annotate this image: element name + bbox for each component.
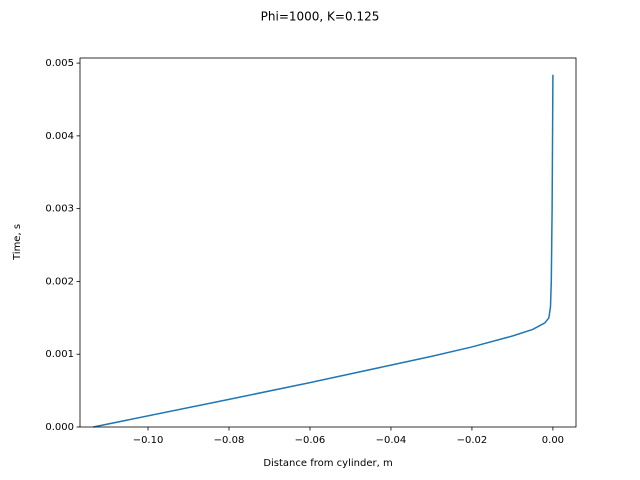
y-tick-label: 0.004 xyxy=(45,131,74,142)
data-line xyxy=(93,74,554,428)
x-tick-label: −0.04 xyxy=(376,435,407,446)
plot-frame xyxy=(79,57,577,428)
y-tick-label: 0.002 xyxy=(45,276,74,287)
x-tick-label: −0.08 xyxy=(214,435,245,446)
y-tick-label: 0.001 xyxy=(45,349,74,360)
x-axis-label: Distance from cylinder, m xyxy=(263,458,392,469)
y-axis-label: Time, s xyxy=(12,224,23,261)
x-tick-label: 0.00 xyxy=(542,435,564,446)
y-tick-label: 0.005 xyxy=(45,58,74,69)
chart-title: Phi=1000, K=0.125 xyxy=(261,10,380,24)
y-tick-label: 0.003 xyxy=(45,204,74,215)
y-tick-label: 0.000 xyxy=(45,422,74,433)
x-tick-label: −0.02 xyxy=(457,435,488,446)
x-tick-label: −0.06 xyxy=(295,435,326,446)
x-tick-label: −0.10 xyxy=(133,435,164,446)
